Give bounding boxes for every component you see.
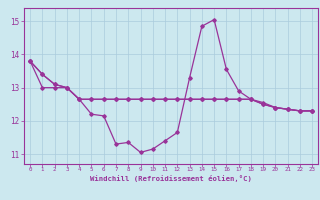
X-axis label: Windchill (Refroidissement éolien,°C): Windchill (Refroidissement éolien,°C) <box>90 175 252 182</box>
